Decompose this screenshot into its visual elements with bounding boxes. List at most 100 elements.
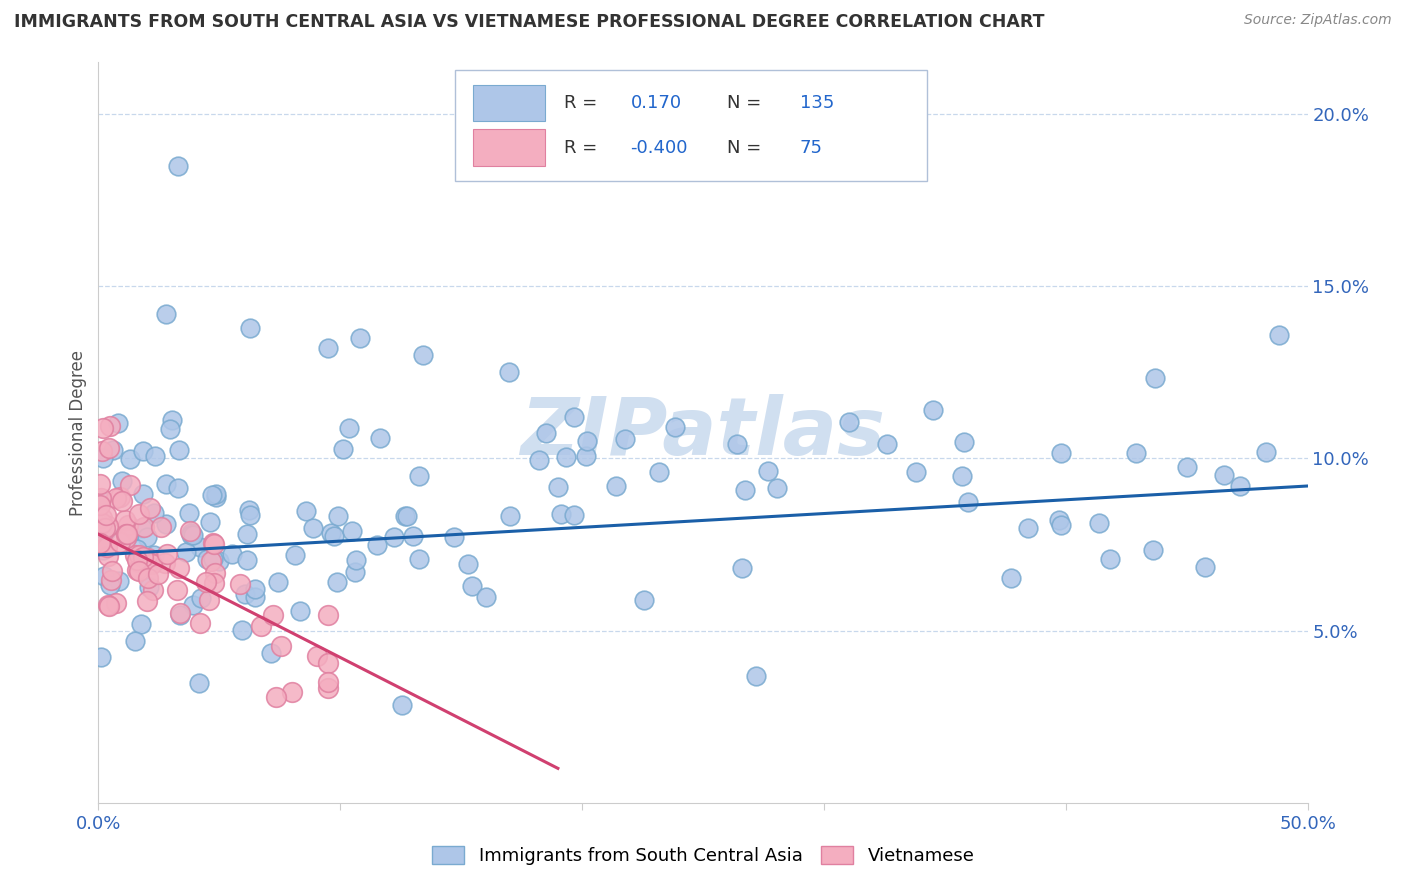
Point (950, 469, 973, 483)
Point (208, 554, 231, 568)
Point (366, 538, 388, 552)
Text: N =: N = (727, 95, 762, 112)
Text: 0.170: 0.170 (630, 95, 682, 112)
Point (127, 552, 149, 566)
Point (98, 441, 121, 455)
Point (108, 490, 131, 504)
FancyBboxPatch shape (474, 85, 544, 121)
Point (111, 474, 134, 488)
Point (270, 639, 292, 653)
Point (412, 348, 434, 362)
Point (235, 553, 257, 567)
Point (183, 528, 205, 542)
Point (153, 556, 176, 570)
Point (200, 554, 222, 568)
Point (243, 582, 266, 597)
Point (395, 509, 418, 524)
Point (260, 646, 283, 660)
Point (205, 487, 228, 501)
Point (904, 465, 927, 479)
Point (90, 650, 112, 665)
Point (179, 524, 201, 538)
Point (281, 685, 304, 699)
Point (108, 574, 131, 588)
Point (90, 492, 112, 507)
Point (319, 525, 342, 540)
Point (91, 451, 114, 466)
Point (135, 593, 157, 607)
Point (94, 524, 117, 539)
Point (90, 443, 112, 458)
Point (187, 675, 209, 690)
Point (97, 519, 120, 533)
Point (90, 491, 112, 505)
Point (1229, 478, 1251, 492)
Point (550, 507, 572, 521)
Point (475, 591, 498, 605)
Point (108, 535, 131, 549)
Point (89, 498, 111, 512)
FancyBboxPatch shape (456, 70, 927, 181)
Point (648, 465, 671, 479)
Point (143, 449, 166, 463)
Point (188, 540, 211, 554)
Point (195, 551, 218, 566)
Legend: Immigrants from South Central Asia, Vietnamese: Immigrants from South Central Asia, Viet… (423, 837, 983, 874)
Point (734, 483, 756, 498)
Point (150, 519, 173, 533)
Point (138, 580, 160, 594)
Point (124, 548, 146, 562)
Point (198, 515, 221, 529)
Point (202, 552, 225, 566)
Point (344, 553, 367, 567)
Point (127, 541, 149, 556)
Point (391, 698, 413, 712)
Point (408, 552, 430, 566)
Point (527, 452, 550, 467)
Point (239, 320, 262, 334)
Text: Source: ZipAtlas.com: Source: ZipAtlas.com (1244, 13, 1392, 28)
Point (166, 582, 188, 597)
Point (575, 434, 598, 448)
Point (536, 426, 558, 441)
Point (562, 409, 585, 424)
Point (167, 159, 190, 173)
Point (167, 442, 190, 457)
Point (204, 566, 226, 580)
Point (402, 529, 425, 543)
Point (756, 464, 779, 478)
Point (408, 468, 430, 483)
Point (93, 521, 115, 535)
Point (1099, 552, 1122, 566)
Point (89, 536, 111, 550)
Point (1000, 571, 1022, 585)
Point (332, 442, 354, 457)
Point (236, 527, 259, 541)
Point (238, 503, 260, 517)
Point (457, 558, 479, 572)
Point (745, 669, 768, 683)
Point (614, 432, 637, 446)
Point (1142, 543, 1164, 558)
Text: R =: R = (564, 138, 598, 157)
Point (307, 648, 329, 663)
Point (382, 530, 405, 544)
Point (90, 516, 112, 531)
Point (136, 530, 159, 544)
Point (205, 490, 228, 504)
Point (118, 478, 141, 492)
Point (117, 517, 139, 532)
Point (139, 556, 162, 570)
Point (96, 540, 118, 554)
Point (198, 593, 221, 607)
Point (136, 550, 159, 565)
Point (98, 578, 121, 592)
Point (180, 528, 202, 542)
Point (160, 413, 183, 427)
Point (96, 549, 118, 563)
Point (98, 418, 121, 433)
Point (169, 607, 191, 622)
Point (146, 566, 169, 581)
Point (316, 674, 339, 689)
Point (202, 576, 225, 591)
